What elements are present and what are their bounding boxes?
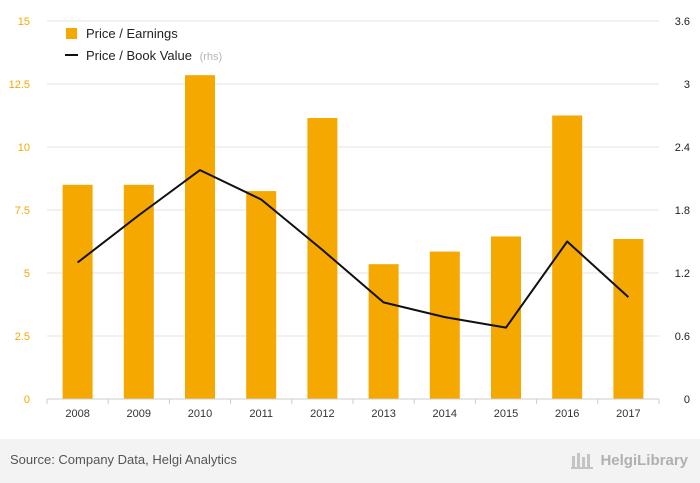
right-tick-label: 1.8 bbox=[675, 205, 690, 217]
bar bbox=[185, 75, 215, 400]
right-axis: 0 0.6 1.2 1.8 2.4 3 3.6 bbox=[675, 16, 690, 406]
x-tick-label: 2012 bbox=[310, 408, 334, 420]
x-tick-label: 2016 bbox=[555, 408, 579, 420]
left-axis: 0 2.5 5 7.5 10 12.5 15 bbox=[9, 16, 30, 406]
legend-label-rhs: (rhs) bbox=[200, 51, 223, 63]
right-tick-label: 2.4 bbox=[675, 142, 690, 154]
footer: Source: Company Data, Helgi Analytics He… bbox=[0, 439, 700, 483]
right-tick-label: 0.6 bbox=[675, 331, 690, 343]
left-tick-label: 0 bbox=[24, 394, 30, 406]
source-text: Source: Company Data, Helgi Analytics bbox=[10, 452, 237, 467]
legend-label-price-book-value: Price / Book Value bbox=[86, 48, 192, 63]
bar bbox=[429, 251, 460, 399]
brand-name: HelgiLibrary bbox=[600, 451, 688, 469]
x-tick-label: 2013 bbox=[371, 408, 395, 420]
x-tick-label: 2008 bbox=[65, 408, 89, 420]
left-tick-label: 15 bbox=[18, 16, 30, 28]
x-axis: 2008 2009 2010 2011 2012 2013 2014 2015 2016 2017 bbox=[46, 398, 660, 420]
right-tick-label: 1.2 bbox=[675, 268, 690, 280]
bar bbox=[613, 238, 644, 399]
left-tick-label: 12.5 bbox=[9, 79, 30, 91]
bar bbox=[246, 191, 277, 399]
legend-label-price-earnings: Price / Earnings bbox=[86, 26, 178, 41]
bar bbox=[123, 184, 154, 399]
bar bbox=[491, 236, 521, 399]
left-tick-label: 5 bbox=[24, 268, 30, 280]
left-tick-label: 10 bbox=[18, 142, 30, 154]
x-tick-label: 2015 bbox=[494, 408, 518, 420]
legend-bar-swatch bbox=[66, 28, 77, 39]
library-logo-icon bbox=[571, 453, 594, 469]
line-series-price-book-value bbox=[76, 169, 630, 329]
right-tick-label: 0 bbox=[684, 394, 690, 406]
legend: Price / Earnings Price / Book Value (rhs… bbox=[65, 26, 222, 63]
bar-series-price-earnings bbox=[62, 75, 644, 400]
x-tick-label: 2014 bbox=[433, 408, 457, 420]
bar bbox=[62, 184, 93, 399]
brand: HelgiLibrary bbox=[570, 450, 688, 470]
bar bbox=[368, 264, 399, 399]
x-tick-label: 2009 bbox=[127, 408, 151, 420]
left-tick-label: 7.5 bbox=[15, 205, 30, 217]
right-tick-label: 3 bbox=[684, 79, 690, 91]
x-tick-label: 2011 bbox=[249, 408, 273, 420]
x-tick-label: 2017 bbox=[616, 408, 640, 420]
x-tick-label: 2010 bbox=[188, 408, 212, 420]
line-path bbox=[76, 169, 630, 329]
svg-text:Price / Book Value (rhs): Price / Book Value (rhs) bbox=[86, 48, 222, 63]
right-tick-label: 3.6 bbox=[675, 16, 690, 28]
left-tick-label: 2.5 bbox=[15, 331, 30, 343]
